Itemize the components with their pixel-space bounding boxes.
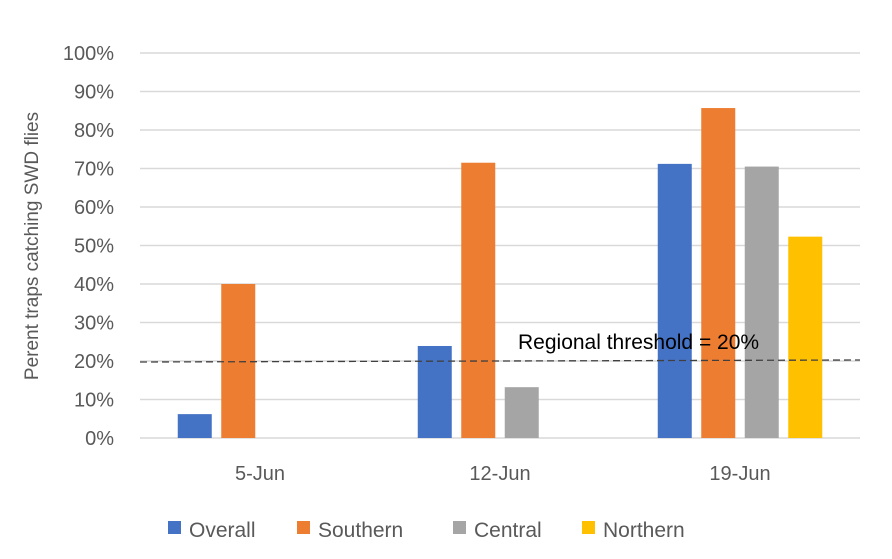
- legend-swatch-northern: [582, 521, 595, 534]
- legend-label-southern: Southern: [318, 519, 403, 542]
- legend-label-overall: Overall: [189, 519, 256, 542]
- threshold-label: Regional threshold = 20%: [518, 331, 759, 354]
- bar-northern: [788, 236, 823, 438]
- y-tick-label: 100%: [63, 43, 114, 65]
- bar-southern: [461, 162, 496, 438]
- y-tick-label: 90%: [74, 82, 114, 104]
- y-tick-label: 0%: [85, 428, 114, 450]
- y-tick-label: 60%: [74, 197, 114, 219]
- legend-swatch-overall: [168, 521, 181, 534]
- threshold-line: [139, 359, 861, 363]
- y-tick-label: 30%: [74, 313, 114, 335]
- bar-southern: [221, 284, 256, 438]
- bar-overall: [177, 414, 212, 438]
- x-tick-label: 19-Jun: [709, 463, 770, 485]
- bar-overall: [417, 345, 452, 438]
- legend-swatch-southern: [297, 521, 310, 534]
- y-tick-label: 10%: [74, 390, 114, 412]
- y-tick-label: 50%: [74, 236, 114, 258]
- y-tick-label: 70%: [74, 159, 114, 181]
- y-tick-label: 80%: [74, 120, 114, 142]
- y-axis-label: Perent traps catching SWD flies: [22, 112, 43, 380]
- bar-central: [744, 166, 779, 438]
- legend-label-northern: Northern: [603, 519, 685, 542]
- legend-label-central: Central: [474, 519, 542, 542]
- bar-central: [504, 387, 539, 438]
- legend-swatch-central: [453, 521, 466, 534]
- y-tick-label: 40%: [74, 274, 114, 296]
- bar-overall: [657, 163, 692, 438]
- bar-southern: [701, 108, 736, 439]
- y-tick-label: 20%: [74, 351, 114, 373]
- legend: Overall Southern Central Northern: [168, 519, 685, 542]
- x-tick-label: 12-Jun: [469, 463, 530, 485]
- x-tick-label: 5-Jun: [235, 463, 285, 485]
